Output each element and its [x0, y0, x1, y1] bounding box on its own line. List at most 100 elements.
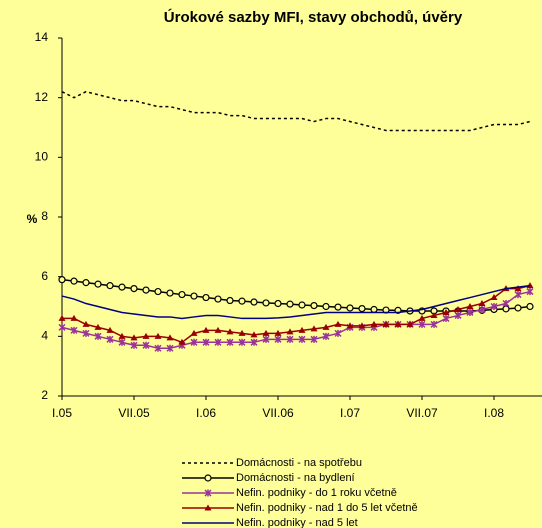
- y-tick-label: 10: [35, 150, 49, 164]
- marker: [526, 288, 534, 296]
- marker: [58, 276, 66, 284]
- marker: [322, 323, 330, 330]
- marker: [58, 314, 66, 321]
- chart-title: Úrokové sazby MFI, stavy obchodů, úvěry: [164, 8, 463, 26]
- marker: [322, 302, 330, 311]
- marker: [202, 326, 210, 333]
- marker: [190, 292, 198, 300]
- marker: [190, 329, 198, 336]
- marker: [238, 329, 246, 336]
- marker: [154, 287, 162, 296]
- marker: [454, 311, 462, 319]
- marker: [262, 299, 270, 307]
- legend-label: Nefin. podniky - nad 5 let: [236, 517, 358, 528]
- marker: [166, 289, 174, 297]
- marker: [70, 277, 78, 285]
- marker: [490, 302, 498, 311]
- marker: [178, 338, 186, 345]
- marker: [142, 286, 150, 294]
- marker: [118, 283, 126, 291]
- marker: [94, 332, 102, 340]
- marker: [286, 328, 294, 335]
- marker: [310, 302, 318, 310]
- marker: [250, 338, 258, 346]
- marker: [298, 301, 306, 309]
- y-axis-label: %: [27, 212, 38, 226]
- marker: [286, 335, 294, 343]
- x-tick-label: I.08: [484, 406, 504, 420]
- marker: [406, 320, 414, 327]
- marker: [430, 311, 438, 318]
- marker: [118, 332, 126, 339]
- marker: [94, 323, 102, 330]
- marker: [274, 299, 282, 308]
- marker: [298, 335, 306, 343]
- marker: [130, 285, 138, 293]
- marker: [478, 305, 486, 314]
- marker: [322, 332, 330, 340]
- x-tick-label: I.07: [340, 406, 360, 420]
- marker: [490, 294, 498, 301]
- marker: [358, 322, 366, 329]
- marker: [442, 308, 450, 315]
- marker: [166, 344, 174, 352]
- y-tick-label: 14: [35, 30, 49, 44]
- marker: [106, 282, 114, 290]
- marker: [130, 334, 138, 341]
- marker: [204, 474, 212, 482]
- x-tick-label: VII.07: [406, 406, 438, 420]
- marker: [250, 331, 258, 338]
- marker: [346, 322, 354, 329]
- marker: [130, 341, 138, 349]
- marker: [238, 338, 246, 346]
- marker: [154, 344, 162, 352]
- marker: [142, 341, 150, 349]
- marker: [262, 329, 270, 336]
- series-line: [61, 290, 531, 350]
- marker: [82, 329, 90, 337]
- marker: [514, 304, 522, 312]
- marker: [166, 334, 174, 341]
- marker: [370, 320, 378, 327]
- x-tick-label: I.05: [52, 406, 72, 420]
- series-line: [61, 278, 531, 312]
- marker: [310, 325, 318, 332]
- marker: [82, 279, 90, 287]
- y-tick-label: 8: [41, 209, 48, 223]
- marker: [418, 320, 426, 328]
- series-line: [61, 90, 531, 132]
- marker: [358, 304, 366, 313]
- marker: [310, 335, 318, 343]
- marker: [154, 332, 162, 339]
- marker: [214, 338, 222, 346]
- legend-label: Domácnosti - na spotřebu: [236, 457, 362, 469]
- marker: [262, 335, 270, 343]
- marker: [214, 295, 222, 303]
- marker: [238, 297, 246, 305]
- legend-label: Domácnosti - na bydlení: [236, 472, 355, 484]
- marker: [106, 335, 114, 343]
- marker: [204, 489, 212, 497]
- marker: [226, 328, 234, 335]
- marker: [70, 314, 78, 321]
- marker: [334, 303, 342, 311]
- marker: [142, 332, 150, 339]
- marker: [82, 320, 90, 327]
- marker: [442, 314, 450, 322]
- marker: [204, 504, 212, 511]
- legend-label: Nefin. podniky - nad 1 do 5 let včetně: [236, 502, 418, 514]
- marker: [334, 329, 342, 337]
- marker: [214, 326, 222, 333]
- marker: [382, 320, 390, 327]
- x-tick-label: VII.06: [262, 406, 294, 420]
- legend-label: Nefin. podniky - do 1 roku včetně: [236, 487, 397, 499]
- marker: [226, 338, 234, 346]
- marker: [526, 282, 534, 289]
- marker: [190, 338, 198, 346]
- marker: [466, 308, 474, 316]
- marker: [286, 300, 294, 308]
- marker: [274, 335, 282, 343]
- marker: [58, 323, 66, 331]
